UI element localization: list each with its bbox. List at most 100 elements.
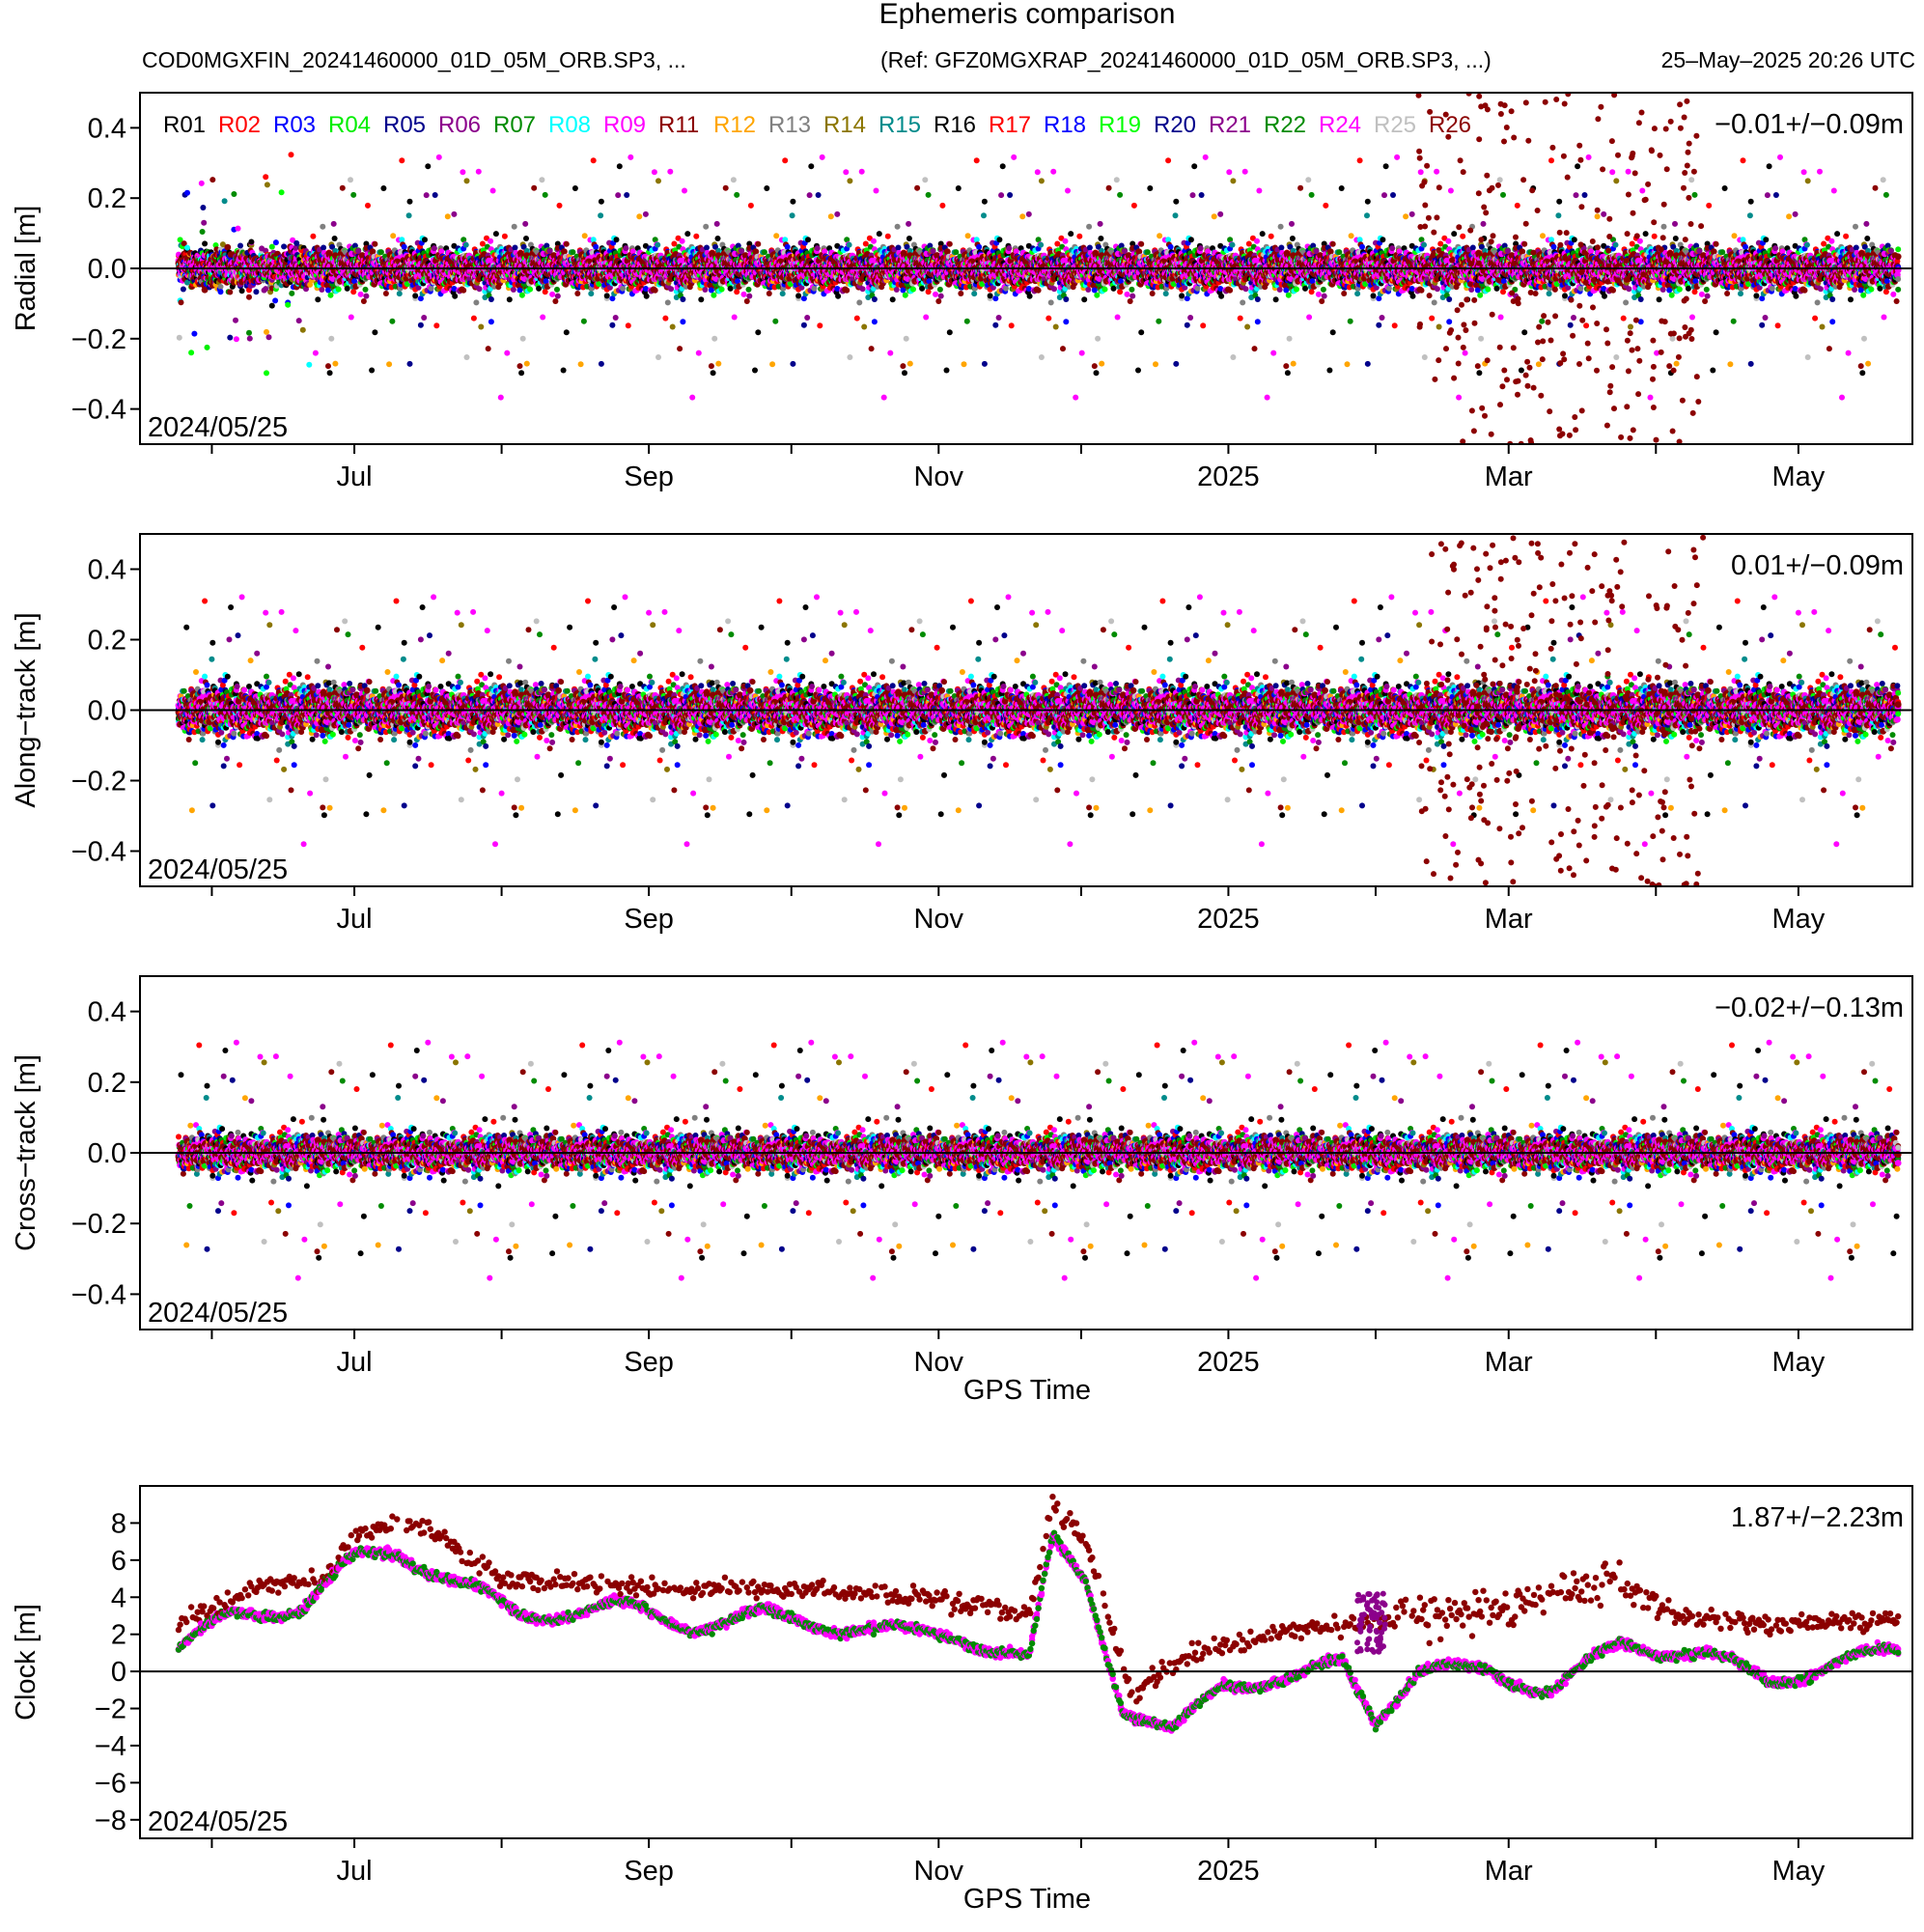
point-R12: [578, 361, 584, 367]
point-R09: [234, 336, 239, 342]
point-R24: [498, 395, 504, 401]
point-R26: [486, 346, 491, 351]
point-R05: [237, 243, 243, 249]
point-R14: [300, 327, 306, 333]
point-R06: [451, 211, 457, 217]
point-R15: [588, 291, 594, 296]
point-R06: [266, 334, 272, 340]
point-R17: [350, 289, 356, 294]
point-R17: [502, 234, 508, 239]
point-R19: [336, 287, 342, 293]
point-R24: [349, 315, 354, 321]
point-R14: [464, 178, 470, 183]
point-R18: [544, 278, 549, 284]
point-R01: [728, 286, 734, 292]
point-R24: [630, 248, 636, 254]
point-R01: [644, 294, 650, 299]
point-R17: [693, 234, 699, 239]
point-R05: [227, 335, 233, 341]
point-R07: [734, 192, 739, 198]
point-R05: [200, 205, 206, 210]
point-R18: [680, 319, 685, 324]
point-R16: [614, 237, 620, 242]
point-R15: [598, 212, 603, 218]
point-R03: [191, 331, 197, 337]
point-R24: [476, 169, 482, 175]
point-R12: [636, 213, 642, 219]
point-R19: [527, 287, 533, 293]
point-R03: [593, 244, 599, 250]
point-R01: [248, 239, 254, 245]
point-R16: [561, 368, 567, 374]
point-R13: [218, 284, 224, 290]
point-R25: [348, 177, 353, 182]
point-R08: [399, 237, 404, 242]
point-R16: [684, 231, 690, 237]
point-R24: [313, 350, 319, 356]
point-R15: [463, 242, 469, 248]
point-R06: [201, 220, 207, 226]
point-R09: [627, 154, 633, 160]
point-R08: [591, 237, 597, 242]
point-R24: [667, 169, 673, 175]
point-R11: [517, 363, 523, 369]
point-R11: [383, 291, 389, 296]
point-R12: [390, 233, 396, 238]
point-R20: [513, 245, 518, 251]
point-R19: [264, 370, 269, 376]
point-R26: [531, 185, 537, 191]
point-R08: [184, 245, 190, 251]
point-R15: [655, 242, 660, 248]
point-R25: [520, 336, 526, 342]
point-R03: [272, 297, 278, 303]
point-R11: [361, 298, 367, 304]
point-R17: [471, 316, 477, 322]
point-R21: [702, 287, 708, 293]
point-R18: [488, 319, 494, 324]
point-R20: [321, 245, 326, 251]
point-R19: [285, 302, 291, 308]
point-R04: [328, 293, 334, 298]
point-R16: [202, 240, 208, 246]
point-R26: [246, 294, 252, 300]
point-R01: [564, 329, 570, 335]
point-R09: [490, 188, 496, 194]
point-R01: [407, 199, 413, 205]
point-R11: [709, 363, 714, 369]
point-R01: [372, 329, 377, 335]
point-R06: [296, 318, 302, 323]
point-R05: [680, 296, 685, 302]
point-R13: [512, 224, 517, 230]
point-R09: [549, 292, 555, 297]
point-R14: [265, 182, 270, 187]
point-R05: [488, 296, 494, 302]
point-R12: [264, 329, 269, 335]
point-R04: [711, 293, 716, 298]
point-R19: [279, 189, 285, 195]
point-R11: [574, 291, 580, 296]
point-R22: [363, 287, 369, 293]
point-R07: [231, 191, 237, 197]
point-R09: [488, 238, 493, 244]
point-R09: [358, 292, 364, 297]
point-R02: [433, 322, 439, 328]
point-R26: [227, 290, 233, 295]
point-R17: [662, 316, 668, 322]
point-R09: [682, 188, 687, 194]
point-R04: [205, 345, 210, 350]
point-R16: [572, 185, 578, 191]
point-R08: [306, 362, 312, 368]
point-R06: [363, 294, 369, 299]
point-R16: [422, 237, 428, 242]
point-R21: [623, 245, 628, 251]
point-R13: [665, 299, 671, 305]
point-R01: [604, 293, 610, 298]
point-R18: [735, 278, 740, 284]
point-R07: [200, 229, 206, 235]
point-R26: [460, 288, 466, 294]
point-R22: [581, 319, 587, 324]
point-R25: [731, 177, 737, 182]
point-R21: [331, 221, 337, 227]
